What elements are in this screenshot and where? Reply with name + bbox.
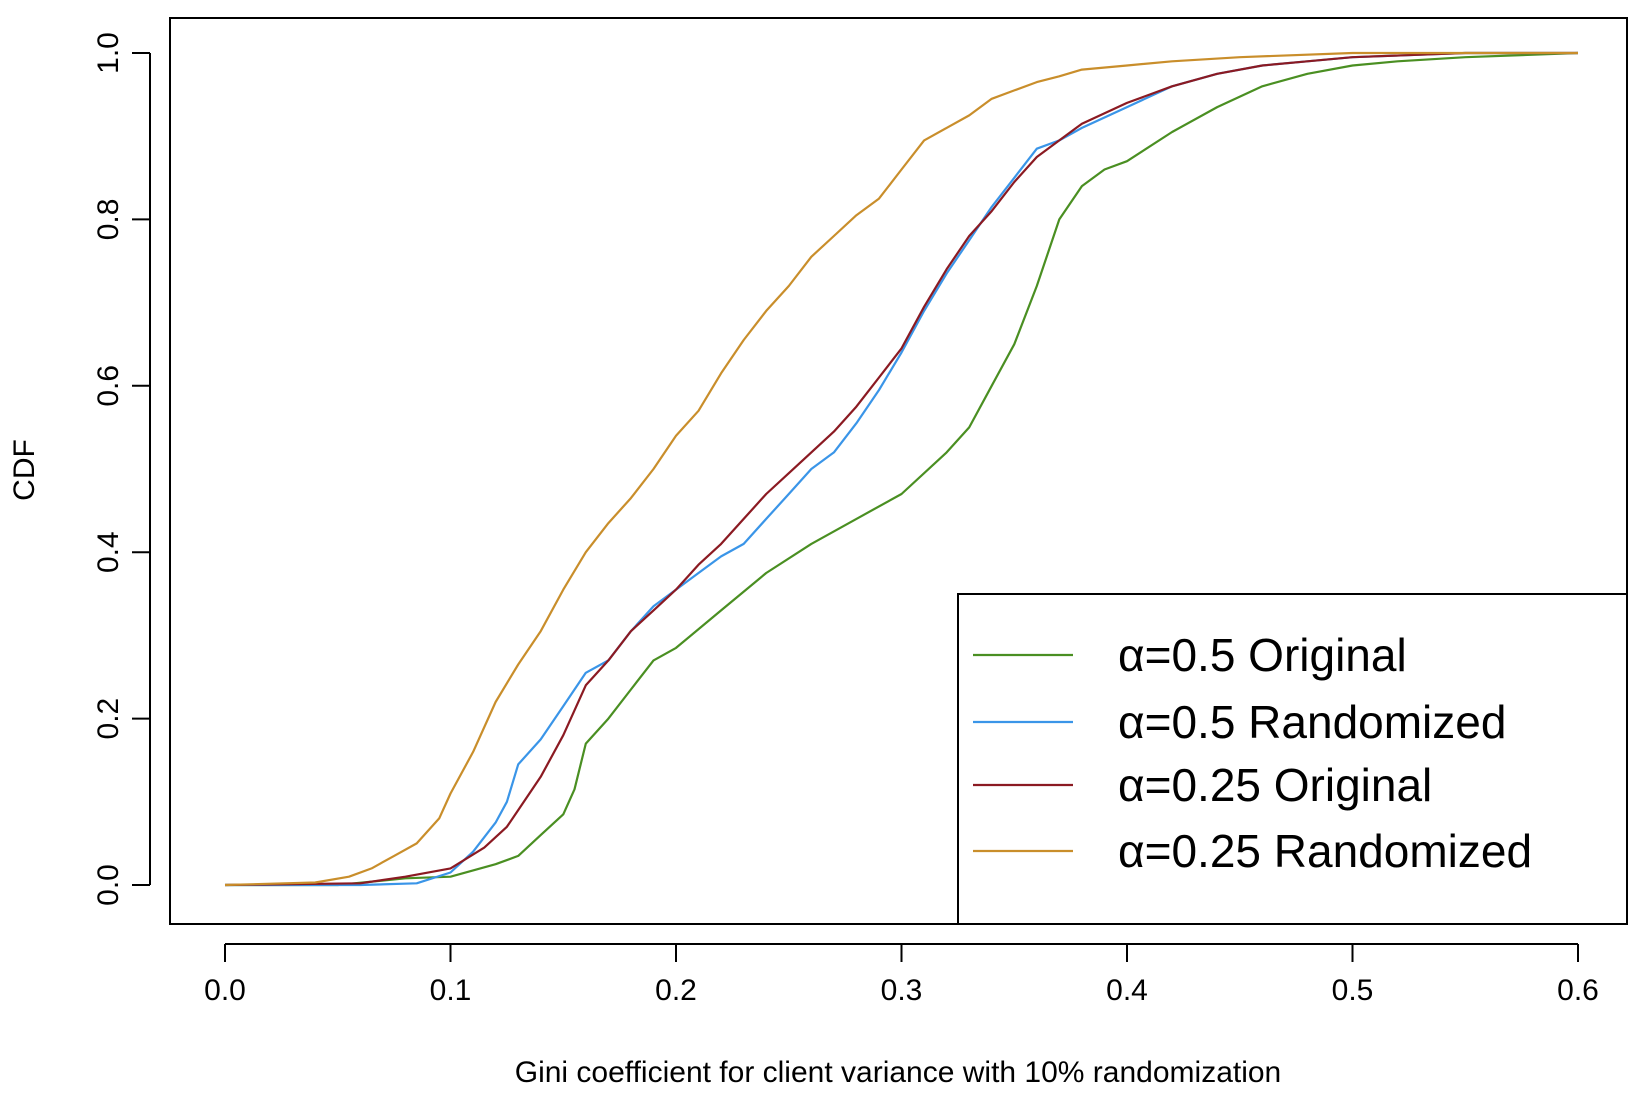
y-tick-label: 0.8 [92, 199, 125, 241]
x-tick-label: 0.0 [204, 974, 246, 1007]
series-line-3 [224, 51, 1578, 887]
x-tick-label: 0.6 [1557, 974, 1599, 1007]
legend-label-2: α=0.5 Randomized [1118, 696, 1506, 748]
x-axis: 0.0 0.1 0.2 0.3 0.4 0.5 0.6 [204, 943, 1599, 1007]
y-axis: 0.0 0.2 0.4 0.6 0.8 1.0 [92, 32, 151, 906]
x-tick-label: 0.2 [655, 974, 697, 1007]
x-tick-label: 0.5 [1332, 974, 1374, 1007]
series-line-2 [225, 51, 1578, 887]
x-tick-label: 0.4 [1106, 974, 1148, 1007]
y-tick-label: 1.0 [92, 32, 125, 74]
y-tick-label: 0.2 [92, 698, 125, 740]
plot-frame [169, 17, 1628, 925]
y-tick-label: 0.6 [92, 365, 125, 407]
legend: α=0.5 Original α=0.5 Randomized α=0.25 Ori… [957, 593, 1628, 925]
series-layer [224, 51, 1579, 887]
series-line-1 [225, 51, 1579, 887]
x-tick-label: 0.1 [430, 974, 472, 1007]
y-tick-label: 0.4 [92, 531, 125, 573]
legend-label-3: α=0.25 Original [1118, 759, 1432, 811]
legend-label-4: α=0.25 Randomized [1118, 825, 1532, 877]
series-line-4 [224, 51, 1578, 887]
y-tick-label: 0.0 [92, 864, 125, 906]
y-axis-title: CDF [8, 439, 41, 501]
x-axis-title: Gini coefficient for client variance wit… [515, 1056, 1282, 1089]
legend-label-1: α=0.5 Original [1118, 629, 1407, 681]
legend-box [957, 593, 1628, 925]
x-tick-label: 0.3 [881, 974, 923, 1007]
